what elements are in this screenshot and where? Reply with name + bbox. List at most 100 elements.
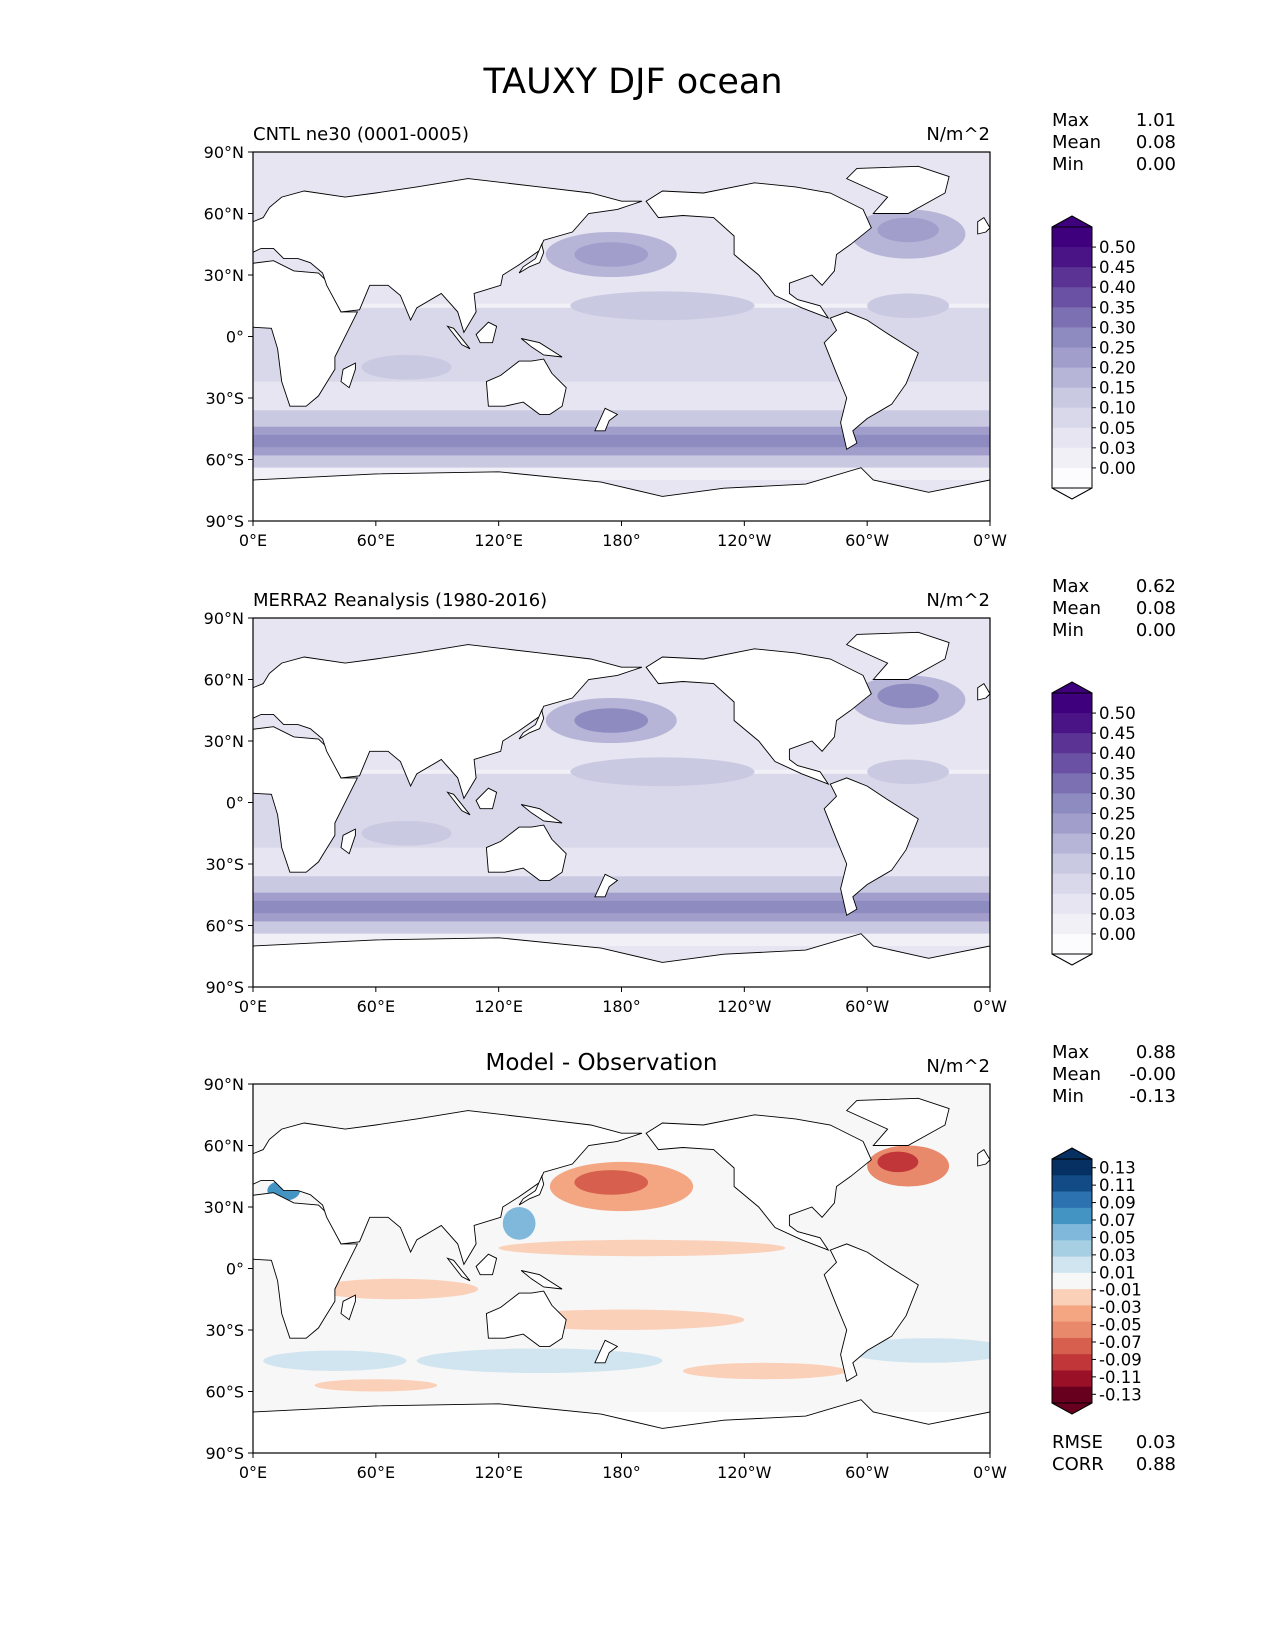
metric-label: CORR: [1052, 1454, 1104, 1475]
field-band-subtropics: [253, 385, 990, 403]
colorbar-swatch: [1052, 1321, 1092, 1339]
stats-block: Max 0.88 Mean -0.00 Min -0.13 RMSE 0.03 CORR 0.88: [1052, 1042, 1176, 1475]
lon-tick-label: 120°E: [474, 531, 523, 550]
colorbar-tick-label: 0.50: [1099, 238, 1136, 257]
field-io-trades: [361, 354, 452, 380]
lon-tick-label: 0°W: [973, 997, 1007, 1016]
colorbar-tick-label: 0.01: [1099, 1263, 1136, 1282]
colorbar-tick-label: 0.05: [1099, 1228, 1136, 1247]
diff-na-core: [877, 1151, 919, 1173]
field-band-sw-max: [253, 900, 990, 914]
colorbar-swatch: [1052, 247, 1092, 268]
metric-value: 0.03: [1136, 1432, 1176, 1453]
colorbar-swatch: [1052, 267, 1092, 288]
colorbar-swatch: [1052, 327, 1092, 348]
colorbar-swatch: [1052, 913, 1092, 935]
land-antarctica: [253, 467, 990, 521]
land-s-america: [823, 777, 919, 917]
panel-units: N/m^2: [926, 1056, 990, 1077]
land-madagascar: [340, 828, 356, 855]
figure-title: TAUXY DJF ocean: [482, 62, 782, 102]
land-africa: [253, 726, 359, 873]
land-new-guinea: [520, 1270, 563, 1290]
colorbar-tick-label: 0.25: [1099, 804, 1136, 823]
field-na-core: [877, 217, 939, 243]
land-greenland: [845, 165, 950, 214]
lat-tick-label: 60°N: [204, 205, 244, 224]
stat-label: Max: [1052, 110, 1090, 131]
field-band-sw-max: [253, 434, 990, 448]
colorbar-swatch: [1052, 1370, 1092, 1388]
stat-label: Max: [1052, 576, 1090, 597]
land-australia: [485, 824, 567, 881]
metric-value: 0.88: [1136, 1454, 1176, 1475]
stat-label: Max: [1052, 1042, 1090, 1063]
lon-tick-label: 60°W: [845, 997, 889, 1016]
colorbar-swatch: [1052, 773, 1092, 794]
diff-so-negative-c: [263, 1350, 407, 1371]
map-reference: [253, 618, 990, 987]
colorbar-tick-label: -0.05: [1099, 1316, 1142, 1335]
land-british-isles: [977, 216, 990, 235]
land-japan: [518, 708, 545, 740]
land-antarctica: [253, 1399, 990, 1453]
stat-value: 1.01: [1136, 110, 1176, 131]
panel-title: MERRA2 Reanalysis (1980-2016): [253, 590, 547, 611]
colorbar-tick-label: 0.11: [1099, 1176, 1136, 1195]
land-british-isles: [977, 682, 990, 701]
diff-so-negative-a: [416, 1348, 663, 1374]
colorbar: 0.000.030.050.100.150.20 0.250.300.350.40…: [1051, 681, 1136, 966]
lon-tick-label: 60°E: [357, 1463, 395, 1482]
lat-tick-label: 60°S: [205, 451, 244, 470]
land-n-america: [645, 182, 872, 320]
colorbar-tick-label: 0.20: [1099, 359, 1136, 378]
colorbar-swatch: [1052, 1386, 1092, 1404]
lat-tick-label: 0°: [226, 328, 244, 347]
lat-tick-label: 90°S: [205, 1444, 244, 1463]
colorbar-tick-label: 0.50: [1099, 704, 1136, 723]
colorbar-tick-label: -0.11: [1099, 1368, 1142, 1387]
colorbar-swatch: [1052, 387, 1092, 409]
metric-label: RMSE: [1052, 1432, 1103, 1453]
stat-value: 0.62: [1136, 576, 1176, 597]
field-np-core: [574, 242, 649, 267]
panel-title: Model - Observation: [485, 1050, 717, 1076]
colorbar-swatch: [1052, 1337, 1092, 1355]
colorbar-tick-label: 0.35: [1099, 298, 1136, 317]
stat-label: Min: [1052, 620, 1084, 641]
land-antarctica: [253, 933, 990, 987]
colorbar-tick-label: 0.03: [1099, 1246, 1136, 1265]
colorbar-tick-label: 0.20: [1099, 825, 1136, 844]
lon-tick-label: 180°: [602, 997, 641, 1016]
colorbar-swatch: [1052, 1191, 1092, 1209]
land-new-zealand: [594, 873, 619, 898]
diff-np-core: [574, 1170, 649, 1195]
lat-tick-label: 30°N: [204, 266, 244, 285]
colorbar-swatch: [1052, 1272, 1092, 1290]
colorbar-swatch: [1052, 227, 1092, 248]
lon-tick-label: 180°: [602, 531, 641, 550]
panel-title: CNTL ne30 (0001-0005): [253, 124, 469, 145]
stat-value: -0.13: [1129, 1086, 1176, 1107]
stat-value: -0.00: [1129, 1064, 1176, 1085]
diff-pac-stripe: [498, 1239, 786, 1257]
colorbar-swatch: [1052, 793, 1092, 814]
colorbar-swatch: [1052, 347, 1092, 369]
land-eurasia: [253, 1110, 643, 1266]
colorbar: -0.13-0.11-0.09-0.07-0.05-0.03-0.010.010…: [1051, 1147, 1142, 1415]
panels: CNTL ne30 (0001-0005) N/m^2 90°N 60°N 30°N 0°…: [204, 110, 1176, 1482]
land-new-guinea: [520, 804, 563, 824]
land-s-america: [823, 311, 919, 451]
land-madagascar: [340, 1294, 356, 1321]
stats-block: Max 1.01 Mean 0.08 Min 0.00: [1052, 110, 1176, 175]
field-na-trades: [867, 293, 950, 319]
colorbar-swatch: [1052, 1305, 1092, 1323]
colorbar-tick-label: -0.01: [1099, 1281, 1142, 1300]
colorbar-tick-label: -0.07: [1099, 1333, 1142, 1352]
land-eurasia: [253, 178, 643, 334]
lat-tick-label: 0°: [226, 794, 244, 813]
lat-tick-label: 60°S: [205, 917, 244, 936]
lat-tick-label: 0°: [226, 1260, 244, 1279]
diff-so-negative-b: [846, 1338, 990, 1363]
